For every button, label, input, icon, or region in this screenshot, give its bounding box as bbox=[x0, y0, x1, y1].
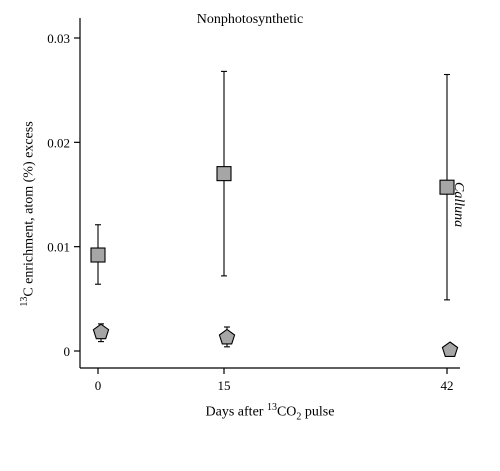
square-point bbox=[439, 179, 455, 195]
pentagon-point bbox=[218, 328, 236, 345]
pentagon-point bbox=[92, 323, 110, 340]
pentagon-point bbox=[441, 341, 459, 357]
x-tick-label: 0 bbox=[95, 378, 102, 393]
x-tick-label: 42 bbox=[441, 378, 454, 393]
x-axis-label: Days after 13CO2 pulse bbox=[205, 402, 335, 423]
chart-title: Nonphotosynthetic bbox=[196, 12, 304, 27]
y-tick-label: 0.02 bbox=[47, 135, 70, 150]
x-tick-label: 15 bbox=[218, 378, 231, 393]
y-tick-label: 0.01 bbox=[47, 240, 70, 255]
species-label: Calluna bbox=[451, 182, 466, 228]
y-tick-label: 0 bbox=[64, 344, 71, 359]
y-tick-label: 0.03 bbox=[47, 31, 70, 46]
y-axis-label: 13C enrichment, atom (%) excess bbox=[19, 121, 37, 307]
square-point bbox=[216, 166, 232, 182]
square-point bbox=[90, 247, 106, 263]
